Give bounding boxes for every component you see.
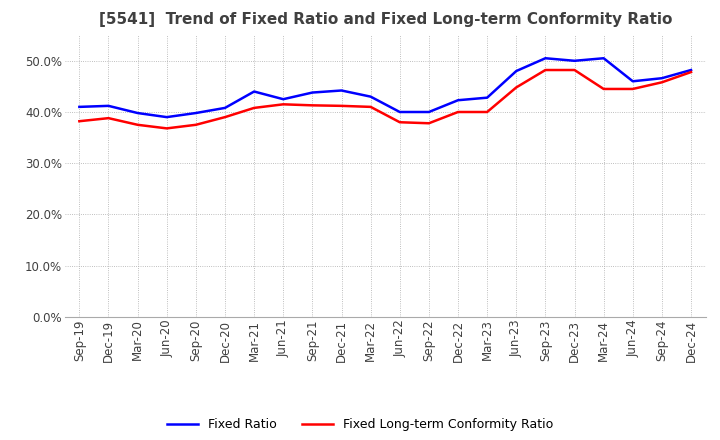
Fixed Ratio — [279, 96, 287, 102]
Fixed Long-term Conformity Ratio — [454, 110, 462, 115]
Fixed Ratio — [541, 55, 550, 61]
Fixed Ratio — [629, 79, 637, 84]
Fixed Long-term Conformity Ratio — [220, 114, 229, 120]
Fixed Long-term Conformity Ratio — [425, 121, 433, 126]
Fixed Ratio — [483, 95, 492, 100]
Fixed Long-term Conformity Ratio — [163, 126, 171, 131]
Fixed Ratio — [337, 88, 346, 93]
Fixed Long-term Conformity Ratio — [687, 70, 696, 75]
Fixed Long-term Conformity Ratio — [541, 67, 550, 73]
Fixed Long-term Conformity Ratio — [250, 105, 258, 110]
Fixed Long-term Conformity Ratio — [75, 118, 84, 124]
Fixed Ratio — [687, 67, 696, 73]
Fixed Ratio — [133, 110, 142, 116]
Fixed Ratio — [512, 68, 521, 73]
Fixed Ratio — [366, 94, 375, 99]
Fixed Ratio — [163, 114, 171, 120]
Fixed Long-term Conformity Ratio — [483, 110, 492, 115]
Fixed Long-term Conformity Ratio — [657, 80, 666, 85]
Fixed Ratio — [395, 110, 404, 115]
Line: Fixed Ratio: Fixed Ratio — [79, 58, 691, 117]
Fixed Long-term Conformity Ratio — [104, 116, 113, 121]
Fixed Ratio — [250, 89, 258, 94]
Fixed Ratio — [104, 103, 113, 109]
Fixed Ratio — [570, 58, 579, 63]
Fixed Long-term Conformity Ratio — [366, 104, 375, 110]
Fixed Long-term Conformity Ratio — [395, 120, 404, 125]
Fixed Ratio — [192, 110, 200, 116]
Fixed Ratio — [75, 104, 84, 110]
Line: Fixed Long-term Conformity Ratio: Fixed Long-term Conformity Ratio — [79, 70, 691, 128]
Fixed Ratio — [657, 76, 666, 81]
Title: [5541]  Trend of Fixed Ratio and Fixed Long-term Conformity Ratio: [5541] Trend of Fixed Ratio and Fixed Lo… — [99, 12, 672, 27]
Fixed Long-term Conformity Ratio — [629, 86, 637, 92]
Fixed Long-term Conformity Ratio — [337, 103, 346, 109]
Fixed Ratio — [599, 55, 608, 61]
Fixed Long-term Conformity Ratio — [512, 85, 521, 90]
Fixed Ratio — [220, 105, 229, 110]
Fixed Long-term Conformity Ratio — [308, 103, 317, 108]
Fixed Ratio — [425, 110, 433, 115]
Fixed Long-term Conformity Ratio — [279, 102, 287, 107]
Fixed Ratio — [308, 90, 317, 95]
Fixed Long-term Conformity Ratio — [192, 122, 200, 128]
Fixed Long-term Conformity Ratio — [133, 122, 142, 128]
Legend: Fixed Ratio, Fixed Long-term Conformity Ratio: Fixed Ratio, Fixed Long-term Conformity … — [162, 413, 558, 436]
Fixed Ratio — [454, 98, 462, 103]
Fixed Long-term Conformity Ratio — [570, 67, 579, 73]
Fixed Long-term Conformity Ratio — [599, 86, 608, 92]
